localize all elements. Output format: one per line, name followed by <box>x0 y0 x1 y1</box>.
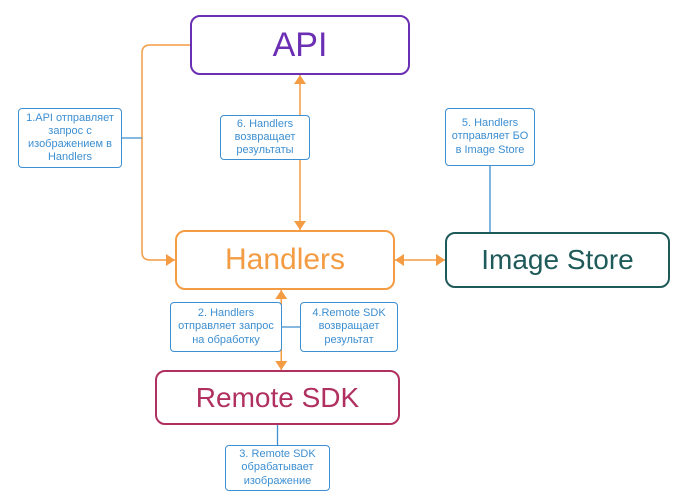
label-l6: 6. Handlers возвращает результаты <box>220 115 310 160</box>
node-remote_sdk: Remote SDK <box>155 370 400 425</box>
label-l5: 5. Handlers отправляет БО в Image Store <box>445 108 535 166</box>
node-remote_sdk-label: Remote SDK <box>196 382 359 414</box>
node-image_store-label: Image Store <box>481 244 634 276</box>
label-l1: 1.API отправляет запрос с изображением в… <box>18 108 122 168</box>
node-handlers: Handlers <box>175 230 395 290</box>
label-l2: 2. Handlers отправляет запрос на обработ… <box>170 302 282 352</box>
label-l4-text: 4.Remote SDK возвращает результат <box>305 307 393 347</box>
node-image_store: Image Store <box>445 232 670 288</box>
node-handlers-label: Handlers <box>225 243 345 277</box>
label-l6-text: 6. Handlers возвращает результаты <box>225 118 305 158</box>
label-l3: 3. Remote SDK обрабатывает изображение <box>225 445 330 491</box>
label-l4: 4.Remote SDK возвращает результат <box>300 302 398 352</box>
node-api: API <box>190 15 410 75</box>
node-api-label: API <box>273 26 328 65</box>
label-l2-text: 2. Handlers отправляет запрос на обработ… <box>175 307 277 347</box>
label-l5-text: 5. Handlers отправляет БО в Image Store <box>450 117 530 157</box>
label-l1-text: 1.API отправляет запрос с изображением в… <box>23 112 117 165</box>
label-l3-text: 3. Remote SDK обрабатывает изображение <box>230 448 325 488</box>
